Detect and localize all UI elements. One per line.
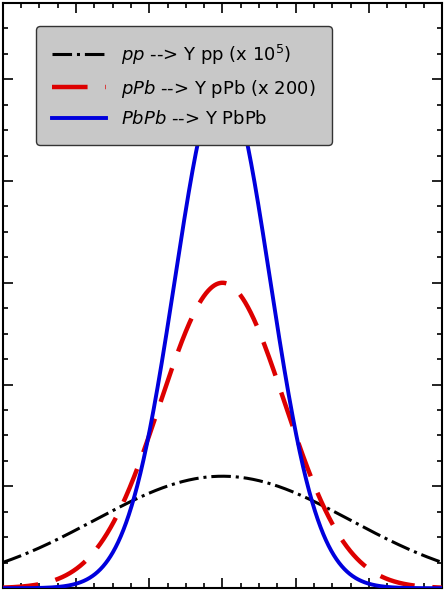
Legend: $pp$ --> Y pp (x 10$^5$), $pPb$ --> Y pPb (x 200), $PbPb$ --> Y PbPb: $pp$ --> Y pp (x 10$^5$), $pPb$ --> Y pP… <box>36 27 332 145</box>
